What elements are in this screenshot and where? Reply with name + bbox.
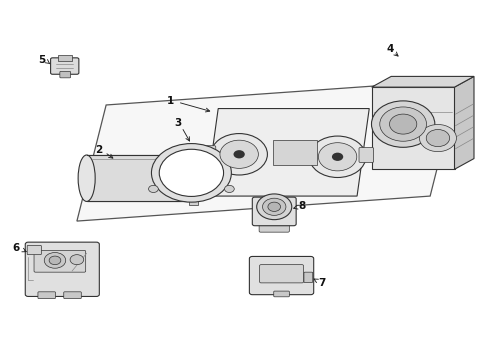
Text: 7: 7 <box>318 278 326 288</box>
Ellipse shape <box>183 155 200 202</box>
Circle shape <box>332 153 343 161</box>
Circle shape <box>390 114 417 134</box>
Circle shape <box>70 255 84 265</box>
FancyBboxPatch shape <box>25 242 99 296</box>
Circle shape <box>309 136 366 177</box>
FancyBboxPatch shape <box>38 292 55 298</box>
Bar <box>372 87 455 169</box>
Text: 3: 3 <box>174 118 181 128</box>
FancyBboxPatch shape <box>34 250 86 272</box>
FancyBboxPatch shape <box>58 55 72 62</box>
FancyBboxPatch shape <box>259 222 289 232</box>
FancyBboxPatch shape <box>64 292 81 298</box>
Circle shape <box>263 198 286 215</box>
FancyBboxPatch shape <box>201 146 216 161</box>
Polygon shape <box>206 109 369 196</box>
Text: 1: 1 <box>167 96 174 107</box>
Text: 6: 6 <box>12 243 20 253</box>
Text: 5: 5 <box>38 55 46 65</box>
FancyBboxPatch shape <box>189 152 198 158</box>
FancyBboxPatch shape <box>27 246 41 255</box>
Ellipse shape <box>78 155 95 202</box>
Circle shape <box>220 140 258 168</box>
Polygon shape <box>77 80 460 221</box>
Text: 4: 4 <box>387 44 394 54</box>
Polygon shape <box>455 76 474 169</box>
Circle shape <box>371 101 435 147</box>
FancyBboxPatch shape <box>273 140 317 165</box>
Text: 2: 2 <box>95 145 102 155</box>
Circle shape <box>234 150 245 158</box>
Circle shape <box>159 149 223 197</box>
Circle shape <box>44 252 66 268</box>
FancyBboxPatch shape <box>304 272 313 283</box>
FancyBboxPatch shape <box>60 71 71 78</box>
Circle shape <box>151 144 231 202</box>
FancyBboxPatch shape <box>249 256 314 295</box>
Circle shape <box>49 256 61 265</box>
Circle shape <box>318 143 357 171</box>
Bar <box>87 155 192 202</box>
Circle shape <box>224 185 234 193</box>
FancyBboxPatch shape <box>260 265 303 283</box>
Polygon shape <box>372 76 474 87</box>
Circle shape <box>419 125 457 152</box>
Circle shape <box>380 107 426 141</box>
FancyBboxPatch shape <box>274 291 289 297</box>
FancyBboxPatch shape <box>252 197 296 226</box>
Text: 8: 8 <box>299 201 306 211</box>
Circle shape <box>268 202 281 211</box>
FancyBboxPatch shape <box>50 58 79 74</box>
Circle shape <box>257 194 292 220</box>
FancyBboxPatch shape <box>359 148 374 162</box>
FancyBboxPatch shape <box>189 198 198 205</box>
Circle shape <box>426 130 450 147</box>
Circle shape <box>148 185 158 193</box>
Circle shape <box>211 134 268 175</box>
